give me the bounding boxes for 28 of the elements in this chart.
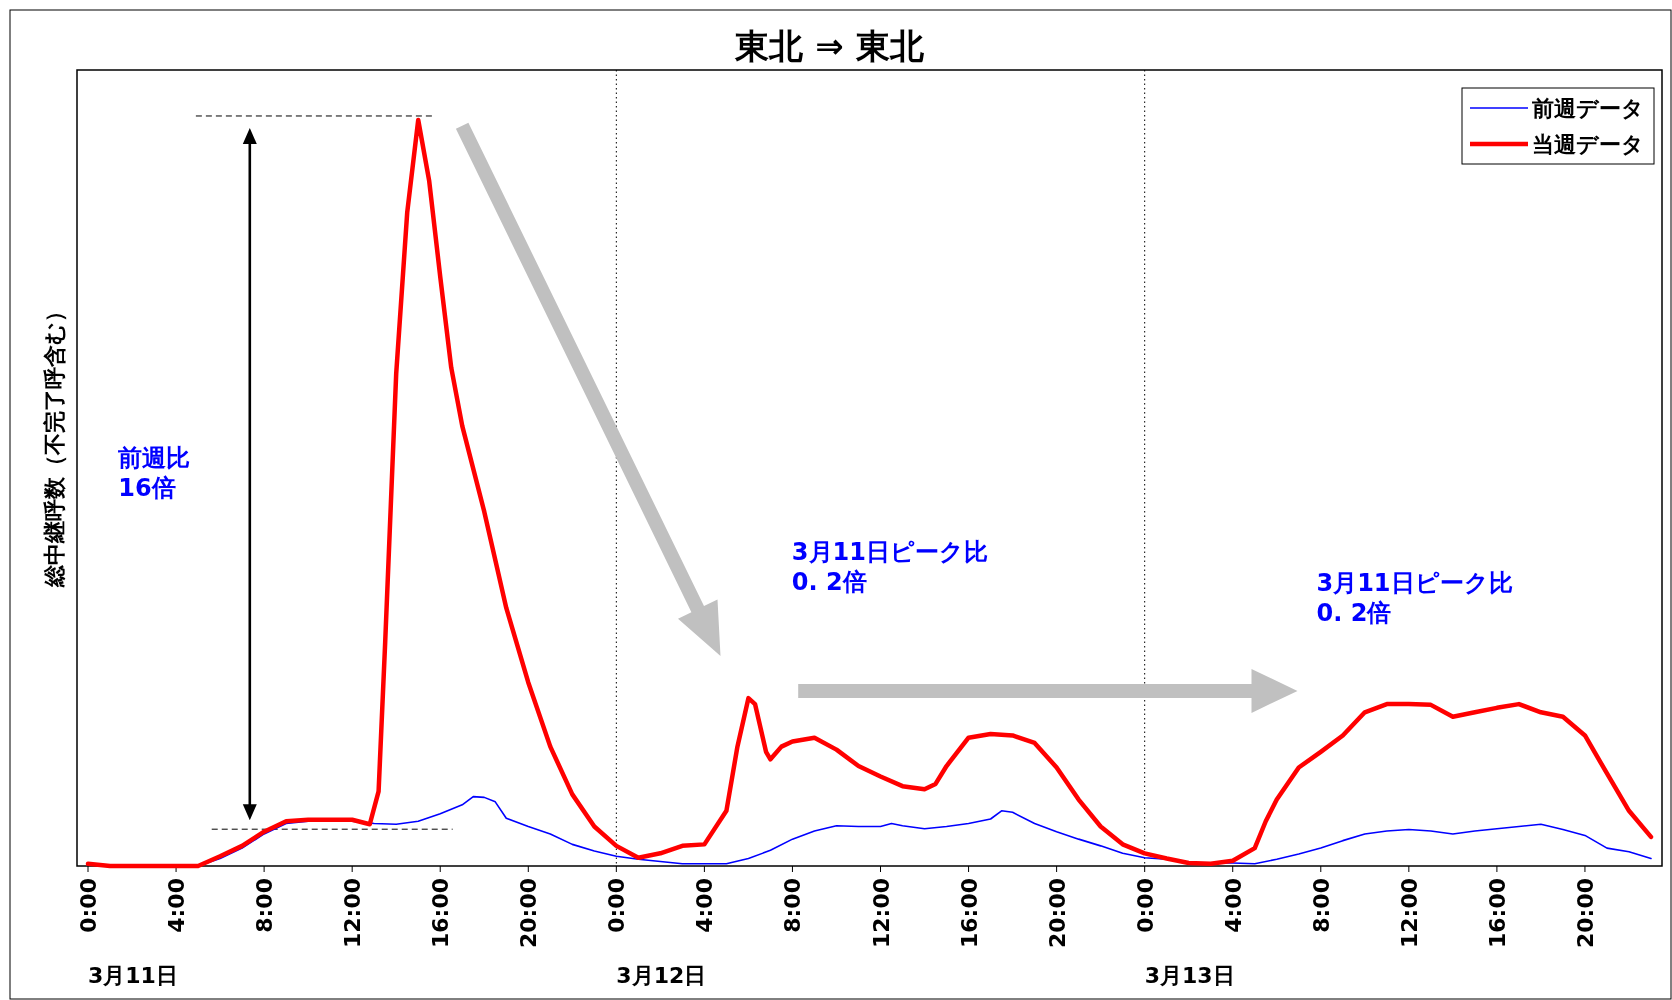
x-tick-label: 20:00: [1044, 878, 1070, 949]
x-tick-label: 20:00: [516, 878, 542, 949]
x-tick-label: 12:00: [868, 878, 894, 949]
x-tick-label: 0:00: [1132, 878, 1158, 933]
legend-label: 当週データ: [1532, 132, 1644, 157]
annotation: 3月11日ピーク比 0. 2倍: [1316, 569, 1513, 628]
x-tick-label: 4:00: [164, 878, 190, 933]
x-tick-label: 12:00: [1396, 878, 1422, 949]
legend-label: 前週データ: [1531, 96, 1644, 121]
x-tick-label: 8:00: [1308, 878, 1334, 933]
x-tick-label: 0:00: [604, 878, 630, 933]
x-tick-label: 0:00: [76, 878, 102, 933]
x-tick-label: 16:00: [428, 878, 454, 949]
x-tick-label: 12:00: [340, 878, 366, 949]
x-tick-label: 16:00: [956, 878, 982, 949]
x-tick-label: 8:00: [780, 878, 806, 933]
text: 3月11日: [88, 963, 178, 988]
annotation: 前週比 16倍: [117, 443, 191, 502]
x-tick-label: 16:00: [1484, 878, 1510, 949]
text: 3月12日: [616, 963, 707, 988]
text: 3月13日: [1144, 963, 1235, 988]
x-tick-label: 8:00: [252, 878, 278, 933]
chart-title: 東北 ⇒ 東北: [734, 26, 925, 66]
annotation: 3月11日ピーク比 0. 2倍: [791, 537, 988, 596]
x-tick-label: 4:00: [692, 878, 718, 933]
y-axis-title: 総中継呼数（不完了呼含む）: [42, 299, 67, 588]
x-tick-label: 4:00: [1220, 878, 1246, 933]
x-tick-label: 20:00: [1572, 878, 1598, 949]
